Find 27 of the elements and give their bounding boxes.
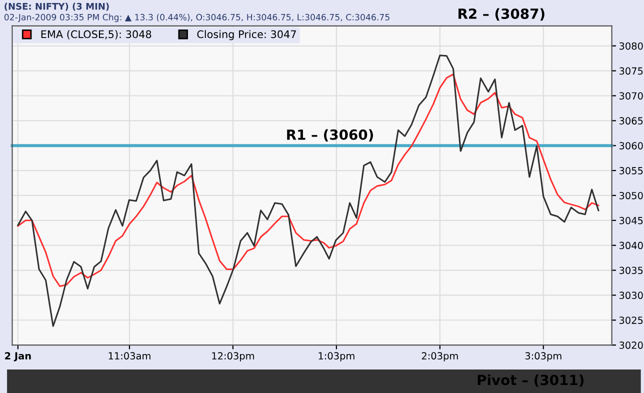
y-tick-label: 3030 xyxy=(619,292,643,300)
y-tick-label: 3050 xyxy=(619,192,643,200)
y-tick-label: 3035 xyxy=(619,266,643,274)
y-tick-label: 3020 xyxy=(619,342,643,349)
x-tick-label: 2 Jan xyxy=(5,352,31,362)
x-tick-label: 3:03pm xyxy=(525,352,562,362)
y-tick-label: 3045 xyxy=(619,216,643,224)
x-tick-label: 12:03pm xyxy=(212,352,254,362)
y-tick-label: 3025 xyxy=(619,316,643,324)
y-tick-label: 3040 xyxy=(619,242,643,250)
y-tick-label: 3075 xyxy=(619,67,643,75)
y-tick-label: 3080 xyxy=(619,42,643,50)
y-tick-label: 3070 xyxy=(619,92,643,100)
x-tick-label: 11:03am xyxy=(108,352,150,360)
text: R2 – (3087) xyxy=(458,8,544,21)
x-tick-label: 2:03pm xyxy=(422,352,458,362)
y-tick-label: 3055 xyxy=(619,167,643,174)
chart-subtitle: 02-Jan-2009 03:35 PM Chg: ▲ 13.3 (0.44%), O:3046.75, H:3046.75, L:3046.75, C:3046.75 xyxy=(4,14,390,22)
line-series xyxy=(17,74,600,287)
ref-line-label: R1 – (3060) xyxy=(287,129,373,142)
y-tick-label: 3060 xyxy=(619,142,643,150)
x-tick-label: 1:03pm xyxy=(318,352,354,362)
legend-label: EMA (CLOSE,5): 3048 xyxy=(41,30,152,40)
line-series xyxy=(17,54,600,327)
chart-title: (NSE: NIFTY) (3 MIN) xyxy=(4,2,109,11)
legend-label: Closing Price: 3047 xyxy=(197,30,296,40)
y-tick-label: 3065 xyxy=(619,117,643,125)
